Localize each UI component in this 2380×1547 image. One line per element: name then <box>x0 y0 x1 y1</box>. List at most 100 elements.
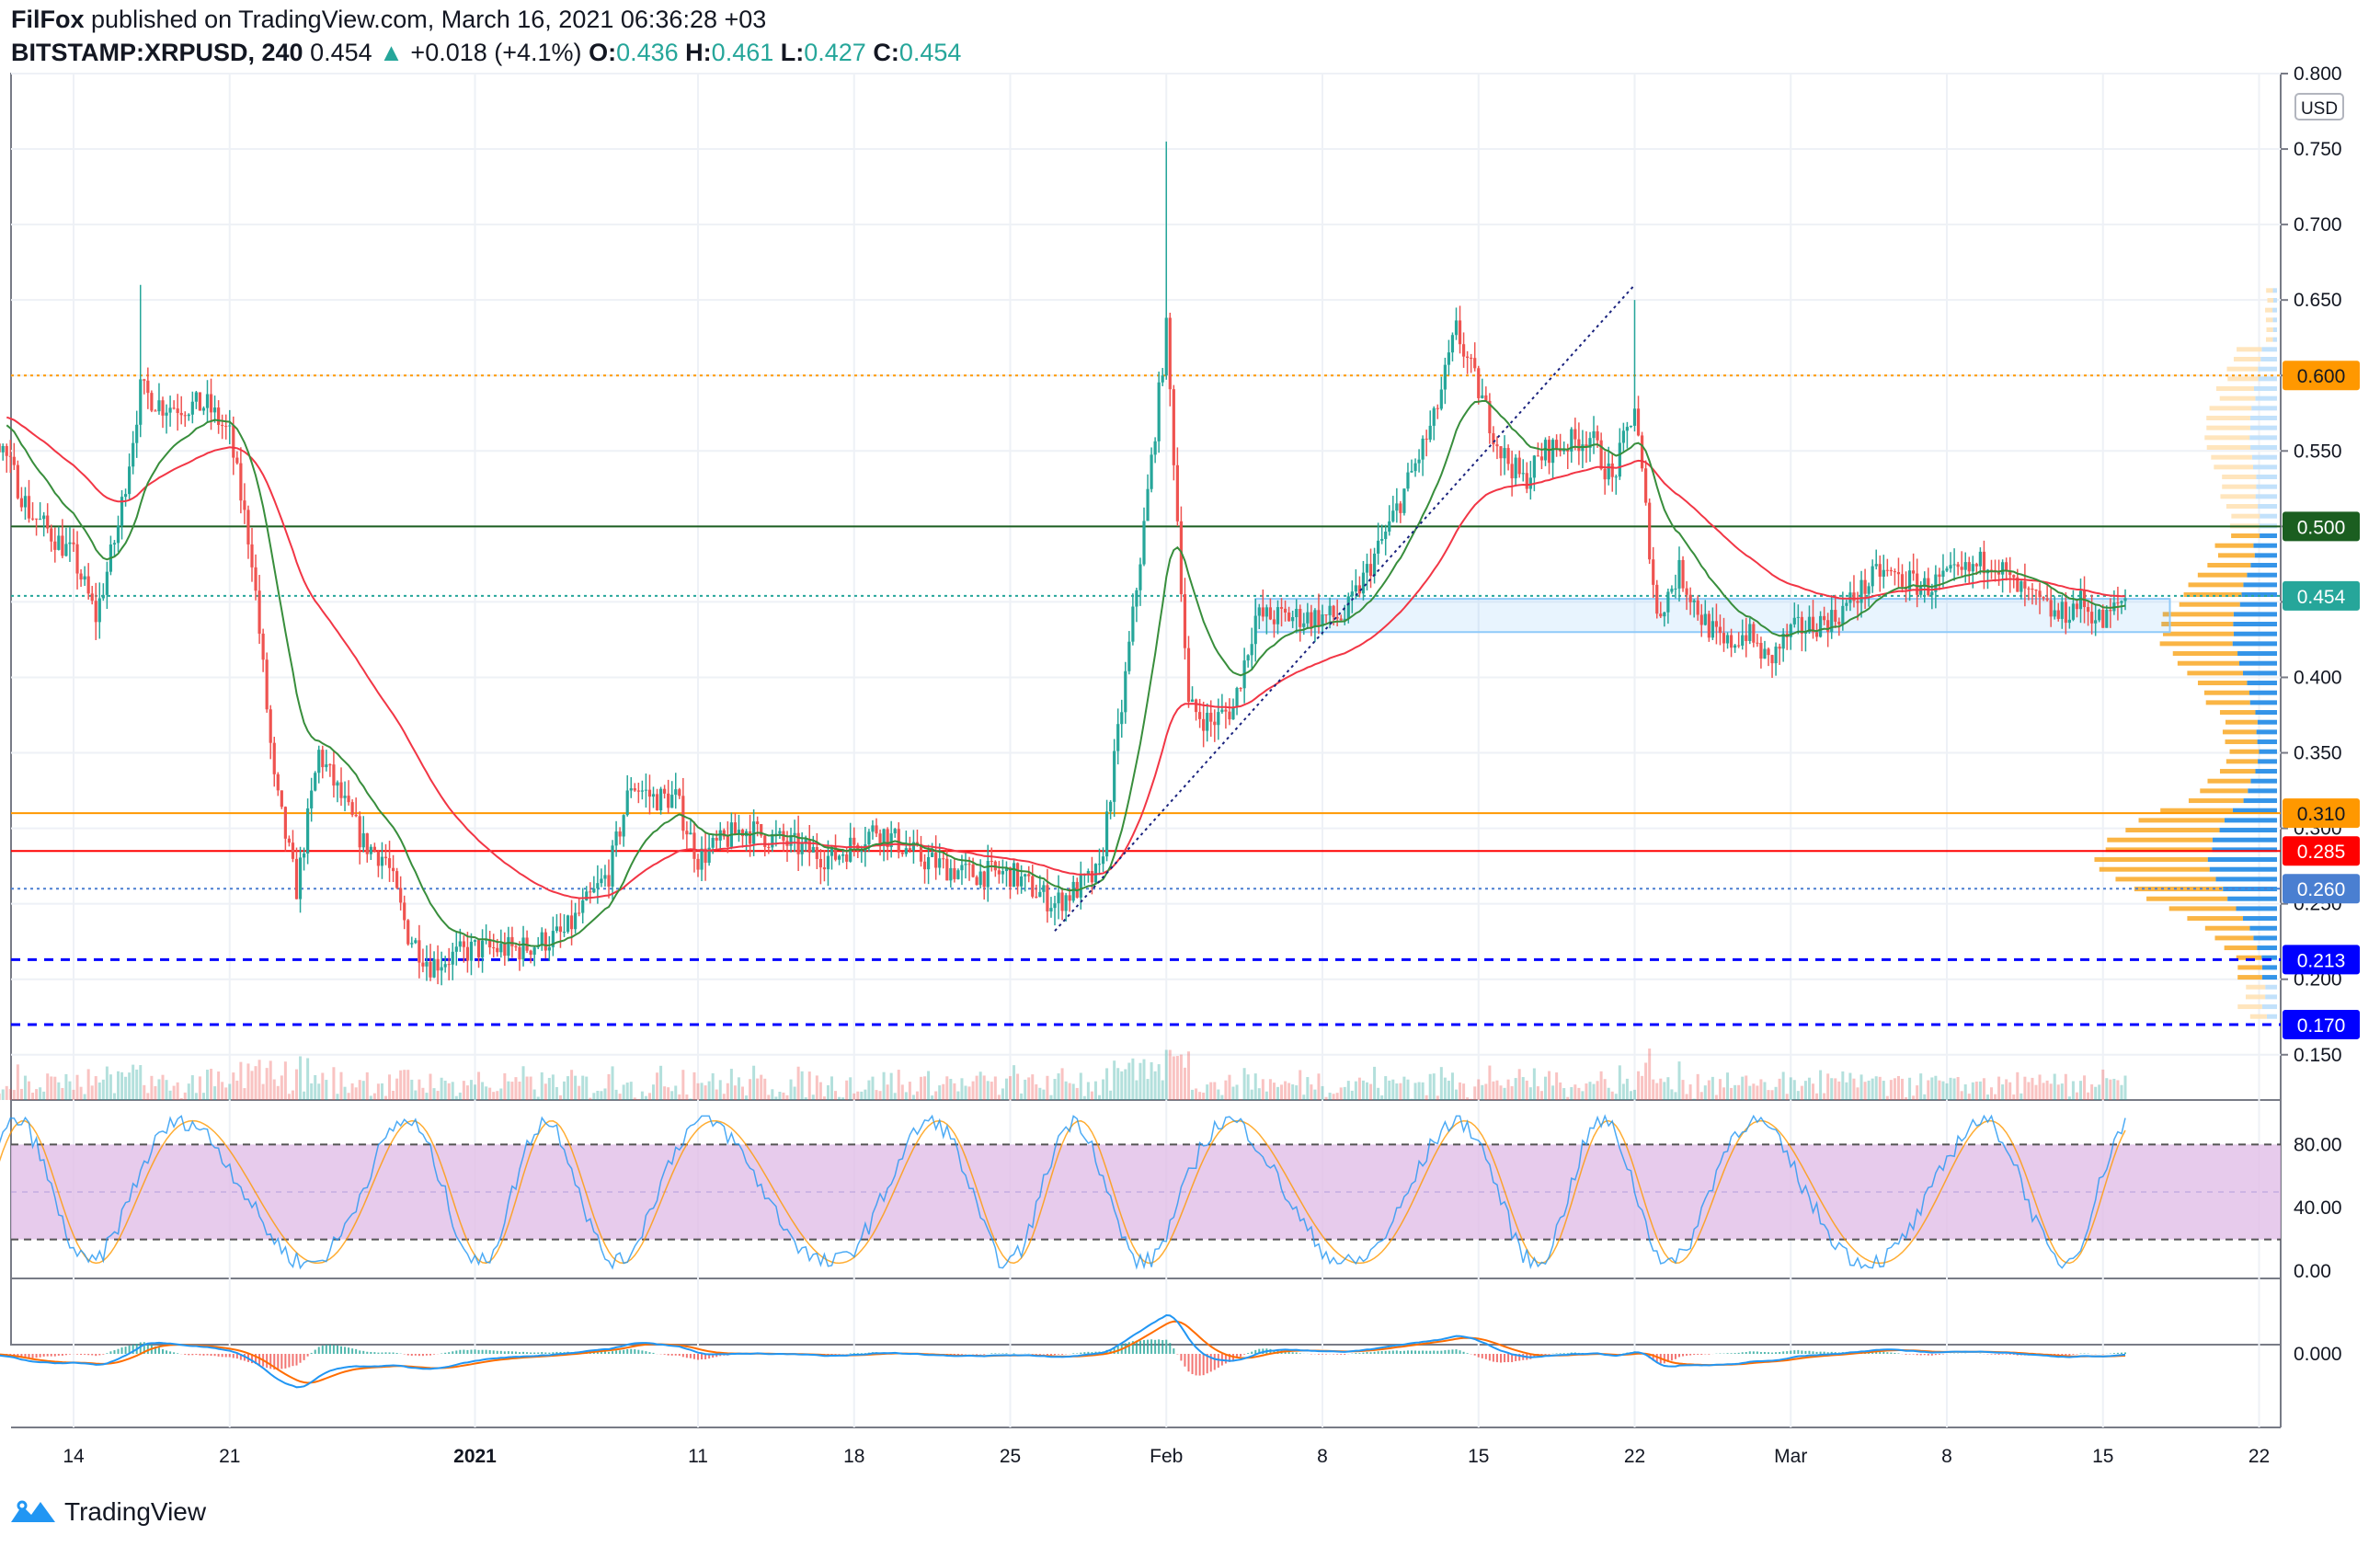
volume-profile-bar <box>2197 681 2248 686</box>
candle-body <box>1737 645 1741 647</box>
candle-body <box>12 456 16 465</box>
candle-body <box>510 936 514 946</box>
volume-bar <box>477 1071 481 1100</box>
volume-bar <box>1956 1077 1960 1100</box>
candle-body <box>328 764 332 766</box>
candle-body <box>1807 616 1812 633</box>
volume-bar <box>42 1091 46 1100</box>
candle-body <box>1934 574 1938 592</box>
volume-profile-bar <box>2237 347 2262 352</box>
volume-bar <box>1566 1096 1570 1100</box>
volume-bar <box>551 1074 555 1100</box>
volume-bar <box>146 1093 150 1100</box>
volume-bar <box>707 1081 711 1100</box>
volume-profile-bar <box>2099 866 2210 872</box>
candle-body <box>154 410 157 412</box>
candle-body <box>1803 632 1808 634</box>
volume-profile-bar <box>2265 994 2277 1000</box>
macd-histogram-bar <box>1666 1354 1669 1362</box>
volume-bar <box>1231 1086 1235 1100</box>
volume-bar <box>1905 1096 1908 1100</box>
macd-histogram-bar <box>492 1350 495 1354</box>
macd-histogram-bar <box>336 1345 338 1354</box>
volume-bar <box>566 1076 570 1100</box>
macd-histogram-bar <box>418 1354 420 1357</box>
volume-profile-bar <box>2220 494 2256 499</box>
candle-body <box>1220 709 1224 713</box>
macd-histogram-bar <box>95 1354 97 1357</box>
volume-bar <box>1035 1083 1038 1100</box>
volume-bar <box>261 1083 265 1100</box>
macd-histogram-bar <box>1336 1354 1339 1355</box>
volume-profile-bar <box>2227 896 2277 901</box>
volume-bar <box>1086 1082 1090 1100</box>
volume-bar <box>328 1099 332 1100</box>
candle-body <box>882 829 886 844</box>
candle-body <box>949 867 953 881</box>
macd-histogram-bar <box>1429 1350 1432 1354</box>
volume-bar <box>83 1094 86 1100</box>
price-level-tag <box>2283 798 2360 829</box>
candle-body <box>1481 395 1484 398</box>
volume-bar <box>1295 1085 1299 1100</box>
candle-body <box>451 951 454 965</box>
volume-bar <box>1057 1073 1060 1100</box>
volume-bar <box>1648 1049 1652 1100</box>
volume-bar <box>458 1092 462 1100</box>
tradingview-logo[interactable]: TradingView <box>9 1497 206 1527</box>
volume-bar <box>1242 1068 1246 1100</box>
candle-body <box>1368 564 1373 577</box>
macd-histogram-bar <box>1663 1354 1665 1364</box>
macd-histogram-bar <box>1830 1351 1833 1354</box>
candle-body <box>132 442 135 467</box>
candle-body <box>915 842 920 844</box>
volume-bar <box>1848 1072 1852 1100</box>
candle-body <box>1632 408 1637 426</box>
macd-histogram-bar <box>860 1353 863 1354</box>
candle-body <box>2038 590 2042 598</box>
volume-bar <box>570 1070 574 1100</box>
volume-bar <box>1202 1093 1206 1100</box>
candle-body <box>339 782 343 798</box>
candle-body <box>1781 633 1785 649</box>
volume-bar <box>1131 1058 1135 1100</box>
macd-histogram-bar <box>663 1354 666 1355</box>
volume-bar <box>1856 1087 1859 1100</box>
macd-histogram-bar <box>1670 1354 1673 1361</box>
volume-bar <box>1607 1087 1610 1100</box>
macd-histogram-bar <box>514 1351 517 1354</box>
candle-body <box>889 833 893 848</box>
volume-bar <box>1175 1056 1179 1100</box>
author-name[interactable]: FilFox <box>11 6 85 33</box>
low-value: 0.427 <box>804 39 866 66</box>
volume-bar <box>1785 1094 1789 1100</box>
candle-body <box>2109 610 2112 612</box>
volume-profile-bar <box>2261 1004 2277 1010</box>
macd-histogram-bar <box>1287 1351 1290 1354</box>
volume-bar <box>927 1071 931 1100</box>
symbol-name[interactable]: BITSTAMP:XRPUSD, 240 <box>11 39 303 66</box>
volume-profile-bar <box>2207 778 2251 784</box>
volume-profile-bar <box>2224 945 2258 951</box>
candle-body <box>395 871 399 888</box>
candle-body <box>685 831 689 835</box>
candle-body <box>376 851 381 866</box>
candle-body <box>496 947 499 953</box>
y-tick-label: 0.400 <box>2294 667 2342 688</box>
volume-bar <box>1291 1084 1295 1100</box>
volume-bar <box>1703 1085 1707 1100</box>
candle-body <box>447 964 451 966</box>
volume-bar <box>1410 1098 1413 1100</box>
volume-bar <box>1339 1087 1343 1100</box>
volume-bar <box>2067 1096 2071 1100</box>
volume-profile-bar <box>2209 406 2252 411</box>
volume-bar <box>310 1083 314 1100</box>
macd-histogram-bar <box>373 1352 376 1354</box>
volume-bar <box>1737 1084 1741 1100</box>
macd-histogram-bar <box>102 1354 105 1355</box>
volume-bar <box>629 1082 633 1100</box>
x-tick-label: 21 <box>219 1446 240 1467</box>
candle-body <box>1907 570 1912 590</box>
candle-body <box>30 518 35 520</box>
